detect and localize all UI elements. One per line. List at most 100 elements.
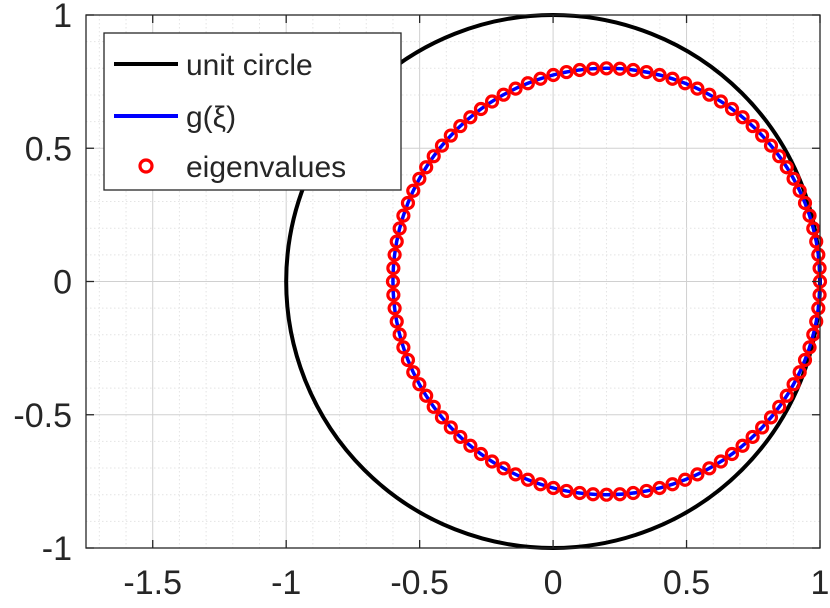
eigenvalue-point	[652, 480, 667, 496]
eigenvalue-point	[786, 377, 801, 392]
eigenvalue-point	[387, 247, 402, 262]
legend-box	[103, 32, 402, 191]
eigenvalue-point	[520, 472, 535, 487]
eigenvalue-point	[639, 64, 654, 80]
eigenvalue-point	[434, 138, 450, 153]
y-tick-label: -0.5	[13, 397, 72, 435]
eigenvalue-point	[724, 446, 740, 462]
y-tick-label: 1	[53, 0, 72, 35]
eigenvalue-point	[434, 410, 450, 425]
eigenvalue-point	[639, 483, 654, 499]
eigenvalue-point	[585, 61, 601, 76]
eigenvalue-point	[559, 483, 574, 499]
eigenvalue-point	[533, 477, 548, 492]
eigenvalue-point	[508, 81, 523, 96]
eigenvalue-point	[745, 118, 760, 134]
y-tick-label: 0.5	[25, 130, 72, 168]
eigenvalue-point	[546, 480, 561, 496]
eigenvalue-point	[392, 221, 407, 236]
y-tick-label: 0	[53, 264, 72, 302]
legend-swatch-eigenvalues	[138, 158, 154, 174]
eigenvalue-point	[612, 487, 627, 502]
eigenvalue-point	[652, 67, 667, 83]
eigenvalue-point	[463, 110, 478, 125]
eigenvalue-point	[772, 399, 787, 414]
eigenvalue-point	[690, 81, 705, 96]
eigenvalue-point	[473, 446, 489, 462]
eigenvalue-point	[665, 477, 680, 492]
eigenvalue-point	[546, 67, 561, 83]
eigenvalue-point	[802, 208, 817, 223]
eigenvalue-point	[745, 429, 760, 445]
eigenvalue-point	[599, 487, 614, 502]
eigenvalue-point	[713, 454, 728, 469]
eigenvalue-point	[806, 221, 821, 236]
x-tick-label: -0.5	[390, 564, 449, 602]
eigenvalue-point	[735, 110, 750, 125]
eigenvalue-point	[392, 327, 407, 342]
legend-label-eigenvalues: eigenvalues	[186, 151, 346, 184]
eigenvalue-point	[755, 420, 770, 435]
eigenvalue-point	[612, 61, 627, 76]
eigenvalue-point	[572, 485, 587, 501]
eigenvalue-point	[463, 438, 478, 453]
eigenvalue-point	[735, 438, 750, 453]
eigenvalue-point	[626, 62, 641, 78]
eigenvalue-point	[508, 467, 523, 482]
eigenvalue-point	[426, 149, 441, 164]
eigenvalue-point	[792, 365, 807, 380]
eigenvalue-point	[406, 365, 421, 380]
eigenvalue-point	[763, 410, 779, 425]
eigenvalue-point	[386, 261, 401, 276]
eigenvalue-point	[572, 62, 587, 78]
eigenvalue-point	[626, 485, 641, 501]
x-tick-label: -1.5	[123, 564, 182, 602]
eigenvalue-point	[400, 195, 416, 211]
y-tick-label: -1	[42, 530, 72, 568]
eigenvalue-point	[484, 94, 500, 109]
eigenvalue-point	[702, 87, 717, 102]
eigenvalue-point	[385, 274, 401, 289]
ticks: -1.5 -1 -0.5 0 0.5 1 -1 -0.5 0 0.5 1	[13, 0, 829, 602]
eigenvalue-point	[559, 64, 574, 80]
legend: unit circle g(ξ) eigenvalues	[103, 32, 402, 191]
eigenvalue-point	[389, 314, 404, 329]
eigenvalue-point	[453, 429, 468, 445]
eigenvalue-point	[473, 101, 489, 117]
eigenvalue-point	[400, 352, 416, 368]
eigenvalue-point	[396, 208, 411, 223]
eigenvalue-point	[412, 377, 427, 392]
legend-label-g-xi: g(ξ)	[186, 101, 236, 134]
eigenvalue-point	[533, 71, 548, 86]
eigenvalue-point	[779, 160, 794, 175]
eigenvalue-point	[792, 183, 807, 198]
eigenvalue-point	[520, 76, 535, 91]
eigenvalue-point	[453, 118, 468, 134]
series-eigenvalues	[385, 61, 828, 502]
eigenvalue-point	[763, 138, 779, 153]
eigenvalue-point	[811, 301, 826, 316]
x-tick-label: 0.5	[663, 564, 710, 602]
eigenvalue-point	[713, 94, 728, 109]
eigenvalue-point	[396, 340, 411, 355]
eigenvalue-point	[443, 420, 458, 435]
eigenvalue-point	[690, 467, 705, 482]
eigenvalue-point	[386, 287, 401, 302]
eigenvalue-point	[426, 399, 441, 414]
legend-label-unit-circle: unit circle	[186, 49, 313, 82]
eigenvalue-point	[484, 454, 500, 469]
eigenvalue-point	[387, 301, 402, 316]
x-tick-label: -1	[271, 564, 301, 602]
x-tick-label: 1	[811, 564, 830, 602]
eigenvalue-point	[665, 71, 680, 86]
eigenvalue-point	[811, 247, 826, 262]
eigenvalue-point	[599, 61, 614, 76]
eigenvalue-point	[406, 183, 421, 198]
eigenvalue-point	[724, 101, 740, 117]
eigenvalue-point	[806, 327, 821, 342]
eigenvalue-point	[419, 388, 434, 403]
eigenvalue-point	[797, 195, 813, 211]
eigenvalue-point	[443, 128, 458, 143]
eigenvalue-point	[677, 76, 693, 91]
eigenvalue-point	[786, 171, 801, 186]
